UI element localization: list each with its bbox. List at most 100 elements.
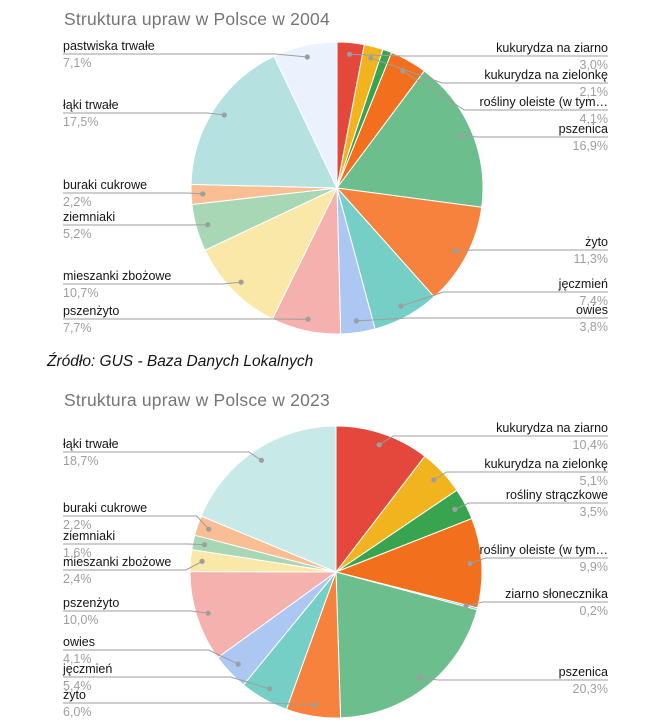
- slice-label-percent: 5,1%: [580, 474, 609, 488]
- slice-label-name: rośliny strączkowe: [506, 488, 608, 502]
- slice-label-percent: 18,7%: [63, 454, 98, 468]
- pie-slice-rośliny-oleiste-w-tym[interactable]: [335, 518, 483, 609]
- pie-slice-kukurydza-na-ziarno[interactable]: [335, 425, 426, 573]
- leader-line: [400, 291, 608, 307]
- pie-chart-2004[interactable]: kukurydza na ziarno 3,0%kukurydza na ziel…: [63, 39, 608, 335]
- leader-dot: [467, 560, 473, 567]
- source-note: Źródło: GUS - Baza Danych Lokalnych: [47, 353, 314, 370]
- slice-label-percent: 10,7%: [63, 286, 98, 300]
- slice-label-name: kukurydza na zielonkę: [484, 68, 608, 82]
- pie-slice-łąki-trwałe[interactable]: [200, 425, 337, 573]
- slice-label-percent: 2,1%: [580, 85, 609, 99]
- leader-dot: [452, 506, 458, 512]
- slice-label-name: żyto: [585, 235, 608, 249]
- slice-label-name: mieszanki zbożowe: [63, 555, 171, 569]
- slice-label-percent: 10,4%: [573, 438, 608, 452]
- slice-label-percent: 2,4%: [63, 572, 92, 586]
- leader-line: [460, 135, 608, 138]
- slice-label-name: rośliny oleiste (w tym…: [480, 543, 609, 557]
- leader-dot: [235, 661, 241, 667]
- slice-label-percent: 2,2%: [63, 195, 92, 209]
- leader-line: [63, 676, 270, 690]
- leader-line: [469, 557, 608, 564]
- leader-line: [63, 543, 205, 546]
- leader-dot: [463, 603, 469, 609]
- slice-label-name: pszenica: [559, 665, 608, 679]
- leader-dot: [221, 112, 227, 118]
- chart-title-2023: Struktura upraw w Polsce w 2023: [64, 390, 330, 410]
- slice-label-percent: 11,3%: [573, 252, 608, 266]
- leader-dot: [400, 68, 406, 74]
- leader-dot: [206, 526, 212, 532]
- slice-label-name: mieszanki zbożowe: [63, 269, 171, 283]
- leader-line: [63, 192, 203, 195]
- leader-line: [63, 451, 262, 461]
- leader-line: [63, 53, 308, 58]
- leader-line: [63, 112, 225, 116]
- leader-line: [402, 70, 608, 111]
- leader-dot: [368, 55, 374, 61]
- leader-line: [63, 610, 209, 614]
- slice-label-percent: 6,0%: [63, 705, 92, 719]
- leader-line: [370, 57, 608, 84]
- leader-line: [63, 515, 210, 530]
- leader-dot: [199, 558, 205, 565]
- slice-label-name: pszenica: [559, 122, 608, 136]
- leader-line: [356, 317, 608, 322]
- slice-label-name: owies: [576, 303, 608, 317]
- slice-label-percent: 3,0%: [580, 58, 609, 72]
- leader-line: [419, 676, 608, 681]
- leader-line: [63, 649, 239, 665]
- slice-label-name: kukurydza na zielonkę: [484, 457, 608, 471]
- slice-label-percent: 20,3%: [573, 682, 608, 696]
- leader-dot: [398, 303, 404, 309]
- pie-slice-mieszanki-zbożowe[interactable]: [204, 187, 338, 320]
- leader-dot: [201, 542, 208, 548]
- pie-slice-łąki-trwałe[interactable]: [190, 55, 338, 189]
- slice-label-name: ziemniaki: [63, 529, 115, 543]
- slice-label-name: jęczmień: [558, 277, 608, 291]
- slice-label-percent: 7,4%: [580, 294, 609, 308]
- pie-slice-pastwiska-trwałe[interactable]: [273, 41, 338, 189]
- leader-dot: [453, 248, 459, 254]
- leader-line: [378, 435, 608, 446]
- slice-label-name: owies: [63, 635, 95, 649]
- slice-label-percent: 9,9%: [580, 560, 609, 574]
- leader-line: [63, 560, 203, 571]
- slice-label-percent: 16,9%: [573, 139, 608, 153]
- slice-label-name: kukurydza na ziarno: [496, 41, 608, 55]
- slice-label-name: łąki trwałe: [63, 437, 119, 451]
- slice-label-name: rośliny oleiste (w tym…: [480, 95, 609, 109]
- leader-dot: [258, 457, 264, 463]
- pie-slice-pszenica[interactable]: [336, 70, 484, 208]
- slice-label-percent: 7,7%: [63, 321, 92, 335]
- slice-label-name: ziarno słonecznika: [505, 587, 608, 601]
- slice-label-name: pszenżyto: [63, 596, 119, 610]
- slice-label-name: łąki trwałe: [63, 98, 119, 112]
- leader-dot: [376, 442, 382, 448]
- leader-dot: [416, 674, 423, 680]
- pie-slice-pszenżyto[interactable]: [189, 571, 337, 659]
- leader-line: [63, 281, 242, 285]
- leader-line: [349, 53, 608, 57]
- slice-label-name: buraki cukrowe: [63, 501, 147, 515]
- slice-label-percent: 5,4%: [63, 679, 92, 693]
- slice-label-percent: 3,8%: [580, 320, 609, 334]
- leader-line: [465, 601, 608, 607]
- leader-dot: [305, 316, 311, 322]
- leader-dot: [205, 610, 211, 616]
- leader-dot: [431, 477, 437, 483]
- leader-dot: [458, 133, 464, 139]
- slice-label-name: jęczmień: [62, 662, 112, 676]
- slice-label-percent: 7,1%: [63, 56, 92, 70]
- slice-label-name: buraki cukrowe: [63, 178, 147, 192]
- leader-line: [455, 249, 608, 252]
- leader-dot: [304, 54, 310, 60]
- slice-label-name: ziemniaki: [63, 210, 115, 224]
- pie-slice-pszenica[interactable]: [335, 571, 478, 719]
- slice-label-percent: 17,5%: [63, 115, 98, 129]
- slice-label-percent: 4,1%: [580, 112, 609, 126]
- leader-dot: [238, 279, 244, 285]
- pie-chart-2023[interactable]: kukurydza na ziarno 10,4% kukurydza na zie…: [62, 421, 608, 719]
